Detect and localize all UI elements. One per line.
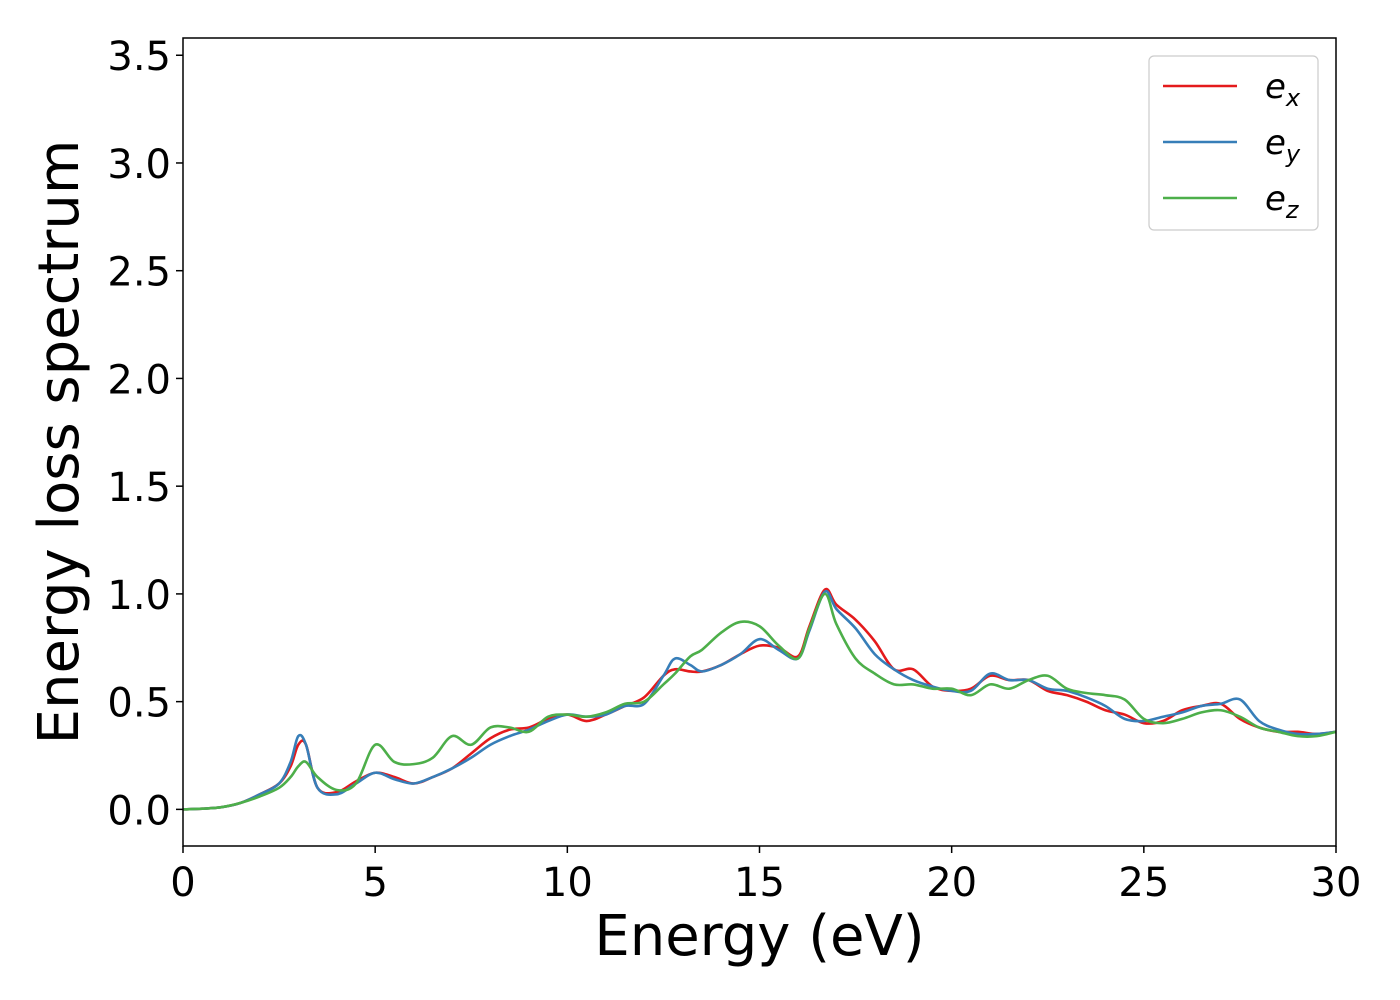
x-axis-label: Energy (eV) [594,904,924,969]
y-tick-label: 1.5 [107,465,171,511]
y-tick-label: 0.0 [107,788,171,834]
x-tick-label: 15 [734,860,785,906]
x-tick-label: 25 [1118,860,1169,906]
x-tick-label: 5 [362,860,387,906]
x-tick-label: 30 [1311,860,1362,906]
x-axis-ticks: 0 5 10 15 20 25 30 [170,846,1361,906]
y-tick-label: 3.5 [107,34,171,80]
y-axis-ticks: 0.0 0.5 1.0 1.5 2.0 2.5 3.0 3.5 [107,34,183,834]
x-tick-label: 0 [170,860,195,906]
legend-label-y: ey [1265,123,1301,168]
legend-label-z: ez [1265,179,1300,224]
series-line-z [183,592,1336,811]
y-tick-label: 2.0 [107,357,171,403]
y-tick-label: 2.5 [107,250,171,296]
y-tick-label: 0.5 [107,681,171,727]
x-tick-label: 20 [926,860,977,906]
legend: ex ey ez [1148,55,1319,231]
series-layer [183,587,1336,811]
y-tick-label: 1.0 [107,573,171,619]
x-tick-label: 10 [542,860,593,906]
y-axis-label: Energy loss spectrum [27,140,92,745]
legend-label-x: ex [1265,67,1301,112]
y-tick-label: 3.0 [107,142,171,188]
